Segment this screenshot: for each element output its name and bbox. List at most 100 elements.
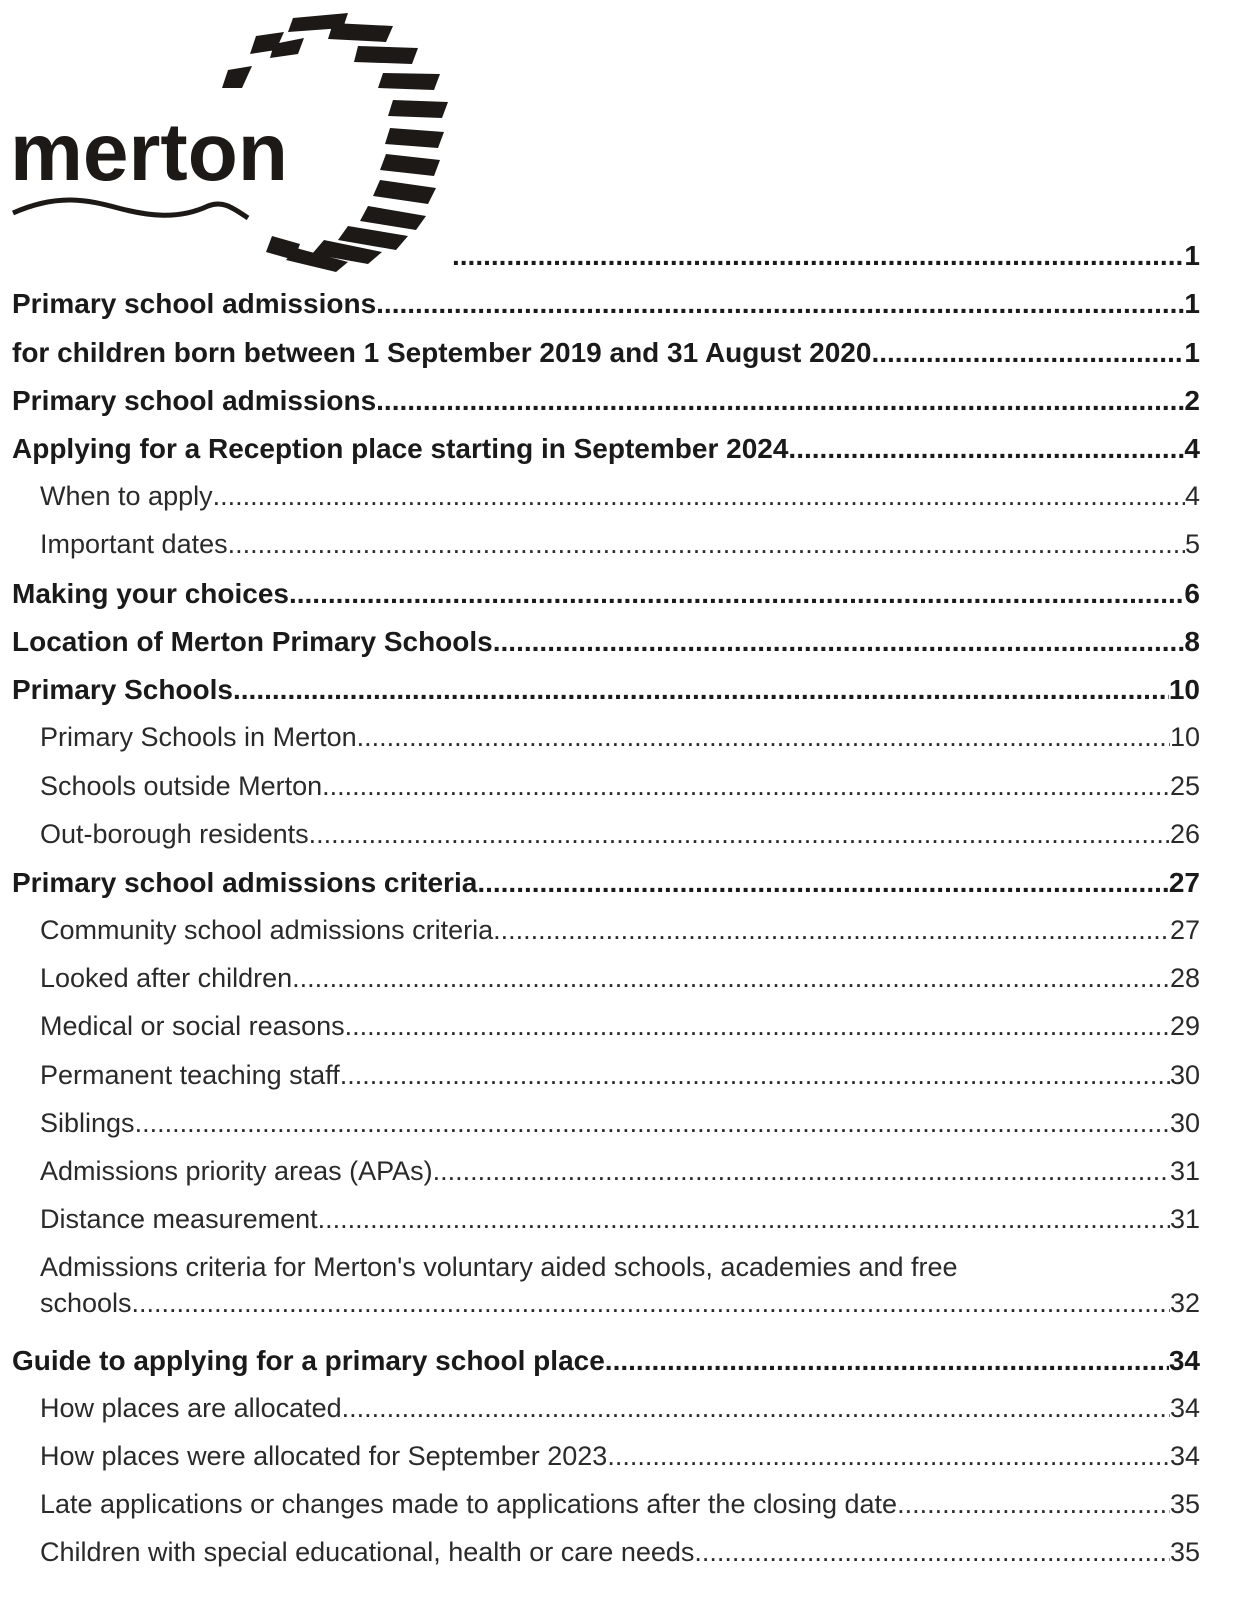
toc-entry[interactable]: Location of Merton Primary Schools 8 [12, 626, 1200, 658]
toc-entry[interactable]: Primary Schools 10 [12, 674, 1200, 706]
toc-entry[interactable]: Late applications or changes made to app… [40, 1489, 1200, 1520]
toc-dot-leader [322, 771, 1170, 802]
toc-entry-title-line1: Admissions criteria for Merton's volunta… [40, 1252, 958, 1282]
toc-page-number: 1 [1184, 337, 1200, 368]
toc-entry-title: Children with special educational, healt… [40, 1537, 695, 1567]
toc-page-number: 34 [1169, 1393, 1200, 1423]
toc-entry-title: When to apply [40, 481, 213, 511]
toc-entry-title: Primary school admissions [12, 385, 377, 416]
toc-entry-title: Schools outside Merton [40, 771, 323, 801]
toc-dot-leader [493, 915, 1170, 946]
toc-entry[interactable]: Admissions priority areas (APAs) 31 [40, 1156, 1200, 1187]
toc-dot-leader [897, 1489, 1170, 1520]
toc-page-number: 4 [1184, 433, 1200, 464]
toc-entry[interactable]: Important dates 5 [40, 529, 1200, 560]
toc-dot-leader [871, 337, 1184, 369]
toc-entry-title: Siblings [40, 1108, 135, 1138]
toc-entry-title: Primary Schools [12, 674, 233, 705]
toc-dot-leader [289, 578, 1184, 610]
toc-dot-leader [309, 819, 1170, 850]
toc-entry[interactable]: How places are allocated 34 [40, 1393, 1200, 1424]
toc-dot-leader [213, 481, 1185, 512]
toc-entry[interactable]: Guide to applying for a primary school p… [12, 1345, 1200, 1377]
toc-entry-title: Making your choices [12, 578, 289, 609]
toc-entry-title: Out-borough residents [40, 819, 309, 849]
toc-entry-title: Medical or social reasons [40, 1011, 345, 1041]
toc-entry[interactable]: Primary school admissions 1 [12, 288, 1200, 320]
toc-entry[interactable]: Medical or social reasons 29 [40, 1011, 1200, 1042]
toc-dot-leader [340, 1060, 1170, 1091]
toc-entry-title: How places were allocated for September … [40, 1441, 608, 1471]
logo-wordmark: merton [10, 107, 288, 198]
toc-entry-title: for children born between 1 September 20… [12, 337, 872, 368]
toc-entry[interactable]: Making your choices 6 [12, 578, 1200, 610]
toc-dot-leader [228, 529, 1185, 560]
toc-entry[interactable]: Distance measurement 31 [40, 1204, 1200, 1235]
toc-page-number: 30 [1169, 1060, 1200, 1090]
toc-page-number: 4 [1184, 481, 1200, 511]
toc-dot-leader [292, 963, 1170, 994]
toc-dot-leader [433, 1156, 1170, 1187]
toc-page-number: 1 [1184, 288, 1200, 319]
toc-dot-leader [345, 1011, 1170, 1042]
merton-logo: merton [8, 8, 458, 278]
toc-entry[interactable]: Siblings 30 [40, 1108, 1200, 1139]
toc-dot-leader [318, 1204, 1170, 1235]
toc-entry-title: schools [40, 1288, 132, 1318]
toc-page-number: 6 [1184, 578, 1200, 609]
toc-entry[interactable]: Looked after children 28 [40, 963, 1200, 994]
toc-entry[interactable]: How places were allocated for September … [40, 1441, 1200, 1472]
toc-entry[interactable]: Primary Schools in Merton 10 [40, 722, 1200, 753]
toc-entry[interactable]: Applying for a Reception place starting … [12, 433, 1200, 465]
toc-entry[interactable]: Children with special educational, healt… [40, 1537, 1200, 1568]
toc-dot-leader [607, 1441, 1170, 1472]
toc-entry-title: Looked after children [40, 963, 293, 993]
toc-page-number: 1 [1184, 240, 1200, 271]
toc-entry[interactable]: Primary school admissions 2 [12, 385, 1200, 417]
toc-page-number: 25 [1169, 771, 1200, 801]
toc-page-number: 30 [1169, 1108, 1200, 1138]
toc-dot-leader [132, 1288, 1170, 1319]
toc-entry[interactable]: When to apply 4 [40, 481, 1200, 512]
toc-page-number: 34 [1168, 1345, 1200, 1376]
toc-page-number: 10 [1169, 722, 1200, 752]
toc-dot-leader [342, 1393, 1170, 1424]
toc-entry-title: Primary Schools in Merton [40, 722, 357, 752]
toc-page-number: 31 [1169, 1156, 1200, 1186]
toc-entry-title: How places are allocated [40, 1393, 342, 1423]
toc-page-number: 32 [1169, 1288, 1200, 1318]
toc-entry-title: Important dates [40, 529, 228, 559]
toc-entry-title: Location of Merton Primary Schools [12, 626, 493, 657]
toc-entry[interactable]: for children born between 1 September 20… [12, 337, 1200, 369]
toc-page-number: 35 [1169, 1537, 1200, 1567]
toc-page-number: 5 [1184, 529, 1200, 559]
toc-page-number: 26 [1169, 819, 1200, 849]
toc-page-number: 10 [1168, 674, 1200, 705]
toc-entry[interactable]: Schools outside Merton 25 [40, 771, 1200, 802]
toc-dot-leader [357, 722, 1170, 753]
toc-dot-leader [493, 626, 1185, 658]
toc-entry[interactable]: Community school admissions criteria 27 [40, 915, 1200, 946]
toc-page-number: 35 [1169, 1489, 1200, 1519]
toc-entry-title: Permanent teaching staff [40, 1060, 340, 1090]
toc-entry[interactable]: 1 [452, 240, 1200, 272]
toc-entry-title: Guide to applying for a primary school p… [12, 1345, 605, 1376]
toc-dot-leader [135, 1108, 1170, 1139]
toc-page-number: 28 [1169, 963, 1200, 993]
toc-page-number: 27 [1168, 867, 1200, 898]
toc-dot-leader [605, 1345, 1169, 1377]
toc-page-number: 29 [1169, 1011, 1200, 1041]
merton-logo-icon: merton [10, 13, 448, 272]
toc-dot-leader [233, 674, 1169, 706]
toc-entry[interactable]: Primary school admissions criteria 27 [12, 867, 1200, 899]
toc-entry[interactable]: schools 32 [40, 1288, 1200, 1319]
toc-page-number: 31 [1169, 1204, 1200, 1234]
toc-entry[interactable]: Out-borough residents 26 [40, 819, 1200, 850]
toc-dot-leader [477, 867, 1169, 899]
toc-entry-title: Admissions priority areas (APAs) [40, 1156, 433, 1186]
toc-page-number: 27 [1169, 915, 1200, 945]
toc-page-number: 8 [1184, 626, 1200, 657]
toc-entry[interactable]: Permanent teaching staff 30 [40, 1060, 1200, 1091]
toc-dot-leader [376, 288, 1184, 320]
